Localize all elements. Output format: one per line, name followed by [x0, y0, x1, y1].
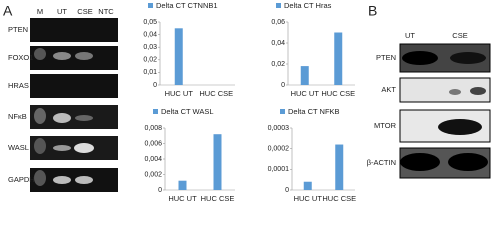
x-tick-label: HUC UT [168, 194, 197, 203]
legend-swatch [153, 109, 158, 114]
bar [213, 134, 222, 190]
x-tick-label: HUC CSE [199, 89, 233, 98]
column-label: NTC [98, 7, 114, 16]
x-tick-label: HUC UT [294, 194, 323, 203]
legend-label: Delta CT NFKB [288, 107, 340, 116]
x-tick-label: HUC UT [291, 89, 320, 98]
column-label: UT [405, 31, 415, 40]
bar [334, 32, 343, 85]
y-tick-label: 0,05 [143, 19, 157, 26]
column-label: M [37, 7, 43, 16]
legend-swatch [280, 109, 285, 114]
y-tick-label: 0,01 [143, 69, 157, 76]
legend-swatch [276, 3, 281, 8]
y-tick-label: 0 [158, 187, 162, 194]
row-label: NFκB [8, 112, 27, 121]
row-label: GAPDH [8, 175, 35, 184]
y-tick-label: 0,04 [271, 40, 285, 47]
column-label: CSE [452, 31, 467, 40]
y-tick-label: 0 [281, 82, 285, 89]
y-tick-label: 0,008 [144, 125, 162, 132]
gel [30, 18, 118, 192]
y-tick-label: 0,03 [143, 44, 157, 51]
row-label: β-ACTIN [367, 158, 396, 167]
legend-label: Delta CT Hras [284, 1, 332, 10]
row-label: HRAS [8, 81, 29, 90]
column-label: CSE [77, 7, 92, 16]
y-tick-label: 0,02 [271, 61, 285, 68]
bar [178, 180, 187, 190]
bar [174, 28, 183, 85]
y-tick-label: 0,004 [144, 156, 162, 163]
row-label: AKT [381, 85, 396, 94]
y-tick-label: 0,0001 [268, 166, 290, 173]
western-blot [399, 43, 491, 179]
row-label: FOXO1 [8, 53, 33, 62]
bar [303, 181, 312, 190]
x-tick-label: HUC CSE [201, 194, 235, 203]
bar [335, 144, 344, 190]
x-tick-label: HUC CSE [321, 89, 355, 98]
panel-label: A [3, 3, 13, 19]
legend-swatch [148, 3, 153, 8]
row-label: MTOR [374, 121, 397, 130]
y-tick-label: 0,002 [144, 171, 162, 178]
legend-label: Delta CT WASL [161, 107, 214, 116]
y-tick-label: 0,0002 [268, 146, 290, 153]
y-tick-label: 0 [285, 187, 289, 194]
figure: A B M UT CSE NTC PTEN FOXO1 HRAS NFκB WASL GAPDH U… [3, 1, 491, 203]
y-tick-label: 0,06 [271, 19, 285, 26]
x-tick-label: HUC UT [165, 89, 194, 98]
x-tick-label: HUC CSE [322, 194, 356, 203]
y-tick-label: 0,02 [143, 57, 157, 64]
row-label: PTEN [376, 53, 396, 62]
legend-label: Delta CT CTNNB1 [156, 1, 218, 10]
bar [300, 66, 309, 85]
y-tick-label: 0,006 [144, 140, 162, 147]
y-tick-label: 0,04 [143, 31, 157, 38]
column-label: UT [57, 7, 67, 16]
row-label: WASL [8, 143, 29, 152]
row-label: PTEN [8, 25, 28, 34]
y-tick-label: 0 [153, 82, 157, 89]
y-tick-label: 0,0003 [268, 125, 290, 132]
panel-label: B [368, 3, 377, 19]
